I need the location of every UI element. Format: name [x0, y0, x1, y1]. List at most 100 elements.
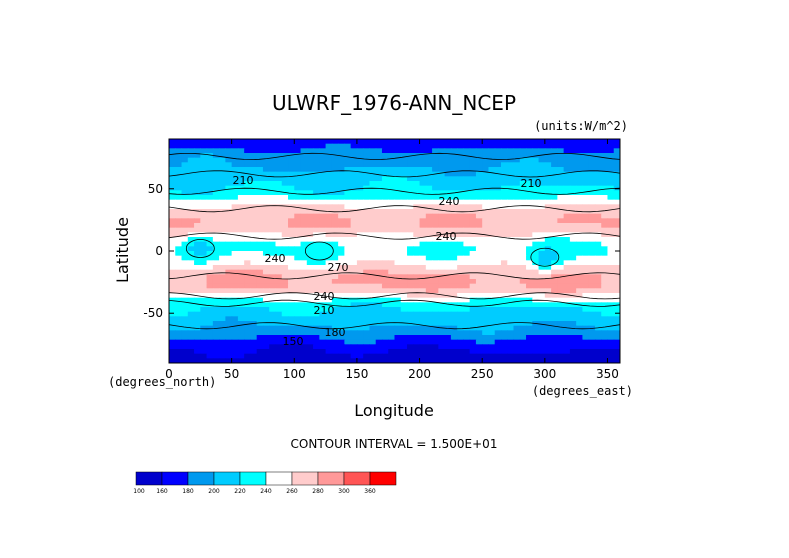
heatmap-cell — [457, 176, 464, 182]
heatmap-cell — [219, 185, 226, 191]
heatmap-cell — [388, 176, 396, 182]
heatmap-cell — [438, 167, 446, 173]
heatmap-cell — [212, 260, 220, 266]
heatmap-cell — [494, 199, 502, 205]
heatmap-cell — [294, 171, 302, 177]
heatmap-cell — [563, 255, 571, 261]
heatmap-cell — [469, 325, 477, 331]
heatmap-cell — [407, 171, 414, 177]
heatmap-cell — [607, 316, 615, 322]
heatmap-cell — [288, 274, 295, 280]
heatmap-cell — [381, 349, 389, 355]
heatmap-cell — [532, 274, 540, 280]
heatmap-cell — [444, 204, 452, 210]
heatmap-cell — [175, 330, 183, 336]
heatmap-cell — [457, 307, 464, 313]
heatmap-cell — [519, 246, 527, 252]
heatmap-cell — [244, 241, 252, 247]
heatmap-cell — [513, 227, 521, 233]
heatmap-cell — [175, 237, 183, 243]
heatmap-cell — [262, 255, 270, 261]
heatmap-cell — [425, 297, 433, 303]
heatmap-cell — [526, 335, 533, 341]
heatmap-cell — [538, 255, 546, 261]
heatmap-cell — [607, 353, 615, 359]
heatmap-cell — [200, 185, 208, 191]
heatmap-cell — [306, 330, 314, 336]
heatmap-cell — [219, 153, 226, 159]
heatmap-cell — [319, 358, 327, 363]
heatmap-cell — [344, 265, 352, 271]
heatmap-cell — [381, 325, 389, 331]
heatmap-cell — [262, 213, 270, 219]
heatmap-cell — [582, 265, 590, 271]
heatmap-cell — [588, 353, 596, 359]
heatmap-cell — [181, 218, 189, 224]
heatmap-cell — [507, 167, 515, 173]
heatmap-cell — [388, 293, 396, 299]
heatmap-cell — [432, 157, 439, 163]
heatmap-cell — [375, 255, 383, 261]
heatmap-cell — [475, 162, 483, 168]
heatmap-cell — [338, 181, 345, 187]
heatmap-cell — [294, 213, 302, 219]
heatmap-cell — [444, 283, 452, 289]
heatmap-cell — [582, 153, 590, 159]
heatmap-cell — [338, 297, 345, 303]
heatmap-cell — [463, 353, 471, 359]
heatmap-cell — [613, 143, 620, 149]
heatmap-cell — [544, 279, 552, 285]
heatmap-cell — [469, 153, 477, 159]
heatmap-cell — [544, 143, 552, 149]
heatmap-cell — [350, 251, 358, 257]
heatmap-cell — [419, 330, 427, 336]
heatmap-cell — [200, 153, 208, 159]
heatmap-cell — [388, 274, 396, 280]
heatmap-cell — [407, 251, 414, 257]
heatmap-cell — [582, 241, 590, 247]
heatmap-cell — [300, 185, 308, 191]
heatmap-cell — [381, 251, 389, 257]
heatmap-cell — [594, 199, 602, 205]
heatmap-cell — [450, 246, 458, 252]
heatmap-cell — [288, 349, 295, 355]
heatmap-cell — [225, 157, 233, 163]
heatmap-cell — [519, 162, 527, 168]
heatmap-cell — [538, 176, 546, 182]
heatmap-cell — [256, 260, 264, 266]
heatmap-cell — [576, 185, 584, 191]
heatmap-cell — [212, 237, 220, 243]
heatmap-cell — [206, 218, 214, 224]
heatmap-cell — [256, 171, 264, 177]
heatmap-cell — [313, 157, 320, 163]
heatmap-cell — [475, 143, 483, 149]
heatmap-cell — [450, 283, 458, 289]
heatmap-cell — [281, 162, 289, 168]
heatmap-cell — [563, 185, 571, 191]
heatmap-cell — [256, 316, 264, 322]
heatmap-cell — [244, 321, 252, 327]
heatmap-cell — [444, 311, 452, 317]
heatmap-cell — [175, 288, 183, 294]
heatmap-cell — [356, 316, 364, 322]
heatmap-cell — [588, 185, 596, 191]
heatmap-cell — [494, 227, 502, 233]
heatmap-cell — [500, 232, 508, 238]
heatmap-cell — [212, 358, 220, 363]
heatmap-cell — [288, 209, 295, 215]
heatmap-cell — [181, 227, 189, 233]
heatmap-cell — [269, 185, 277, 191]
heatmap-cell — [400, 269, 408, 275]
heatmap-cell — [513, 241, 521, 247]
heatmap-cell — [526, 181, 533, 187]
heatmap-cell — [294, 148, 302, 154]
heatmap-cell — [500, 143, 508, 149]
heatmap-cell — [594, 232, 602, 238]
heatmap-cell — [338, 167, 345, 173]
heatmap-cell — [306, 218, 314, 224]
heatmap-cell — [557, 241, 565, 247]
heatmap-cell — [219, 330, 226, 336]
heatmap-cell — [400, 223, 408, 229]
heatmap-cell — [225, 279, 233, 285]
heatmap-cell — [288, 237, 295, 243]
